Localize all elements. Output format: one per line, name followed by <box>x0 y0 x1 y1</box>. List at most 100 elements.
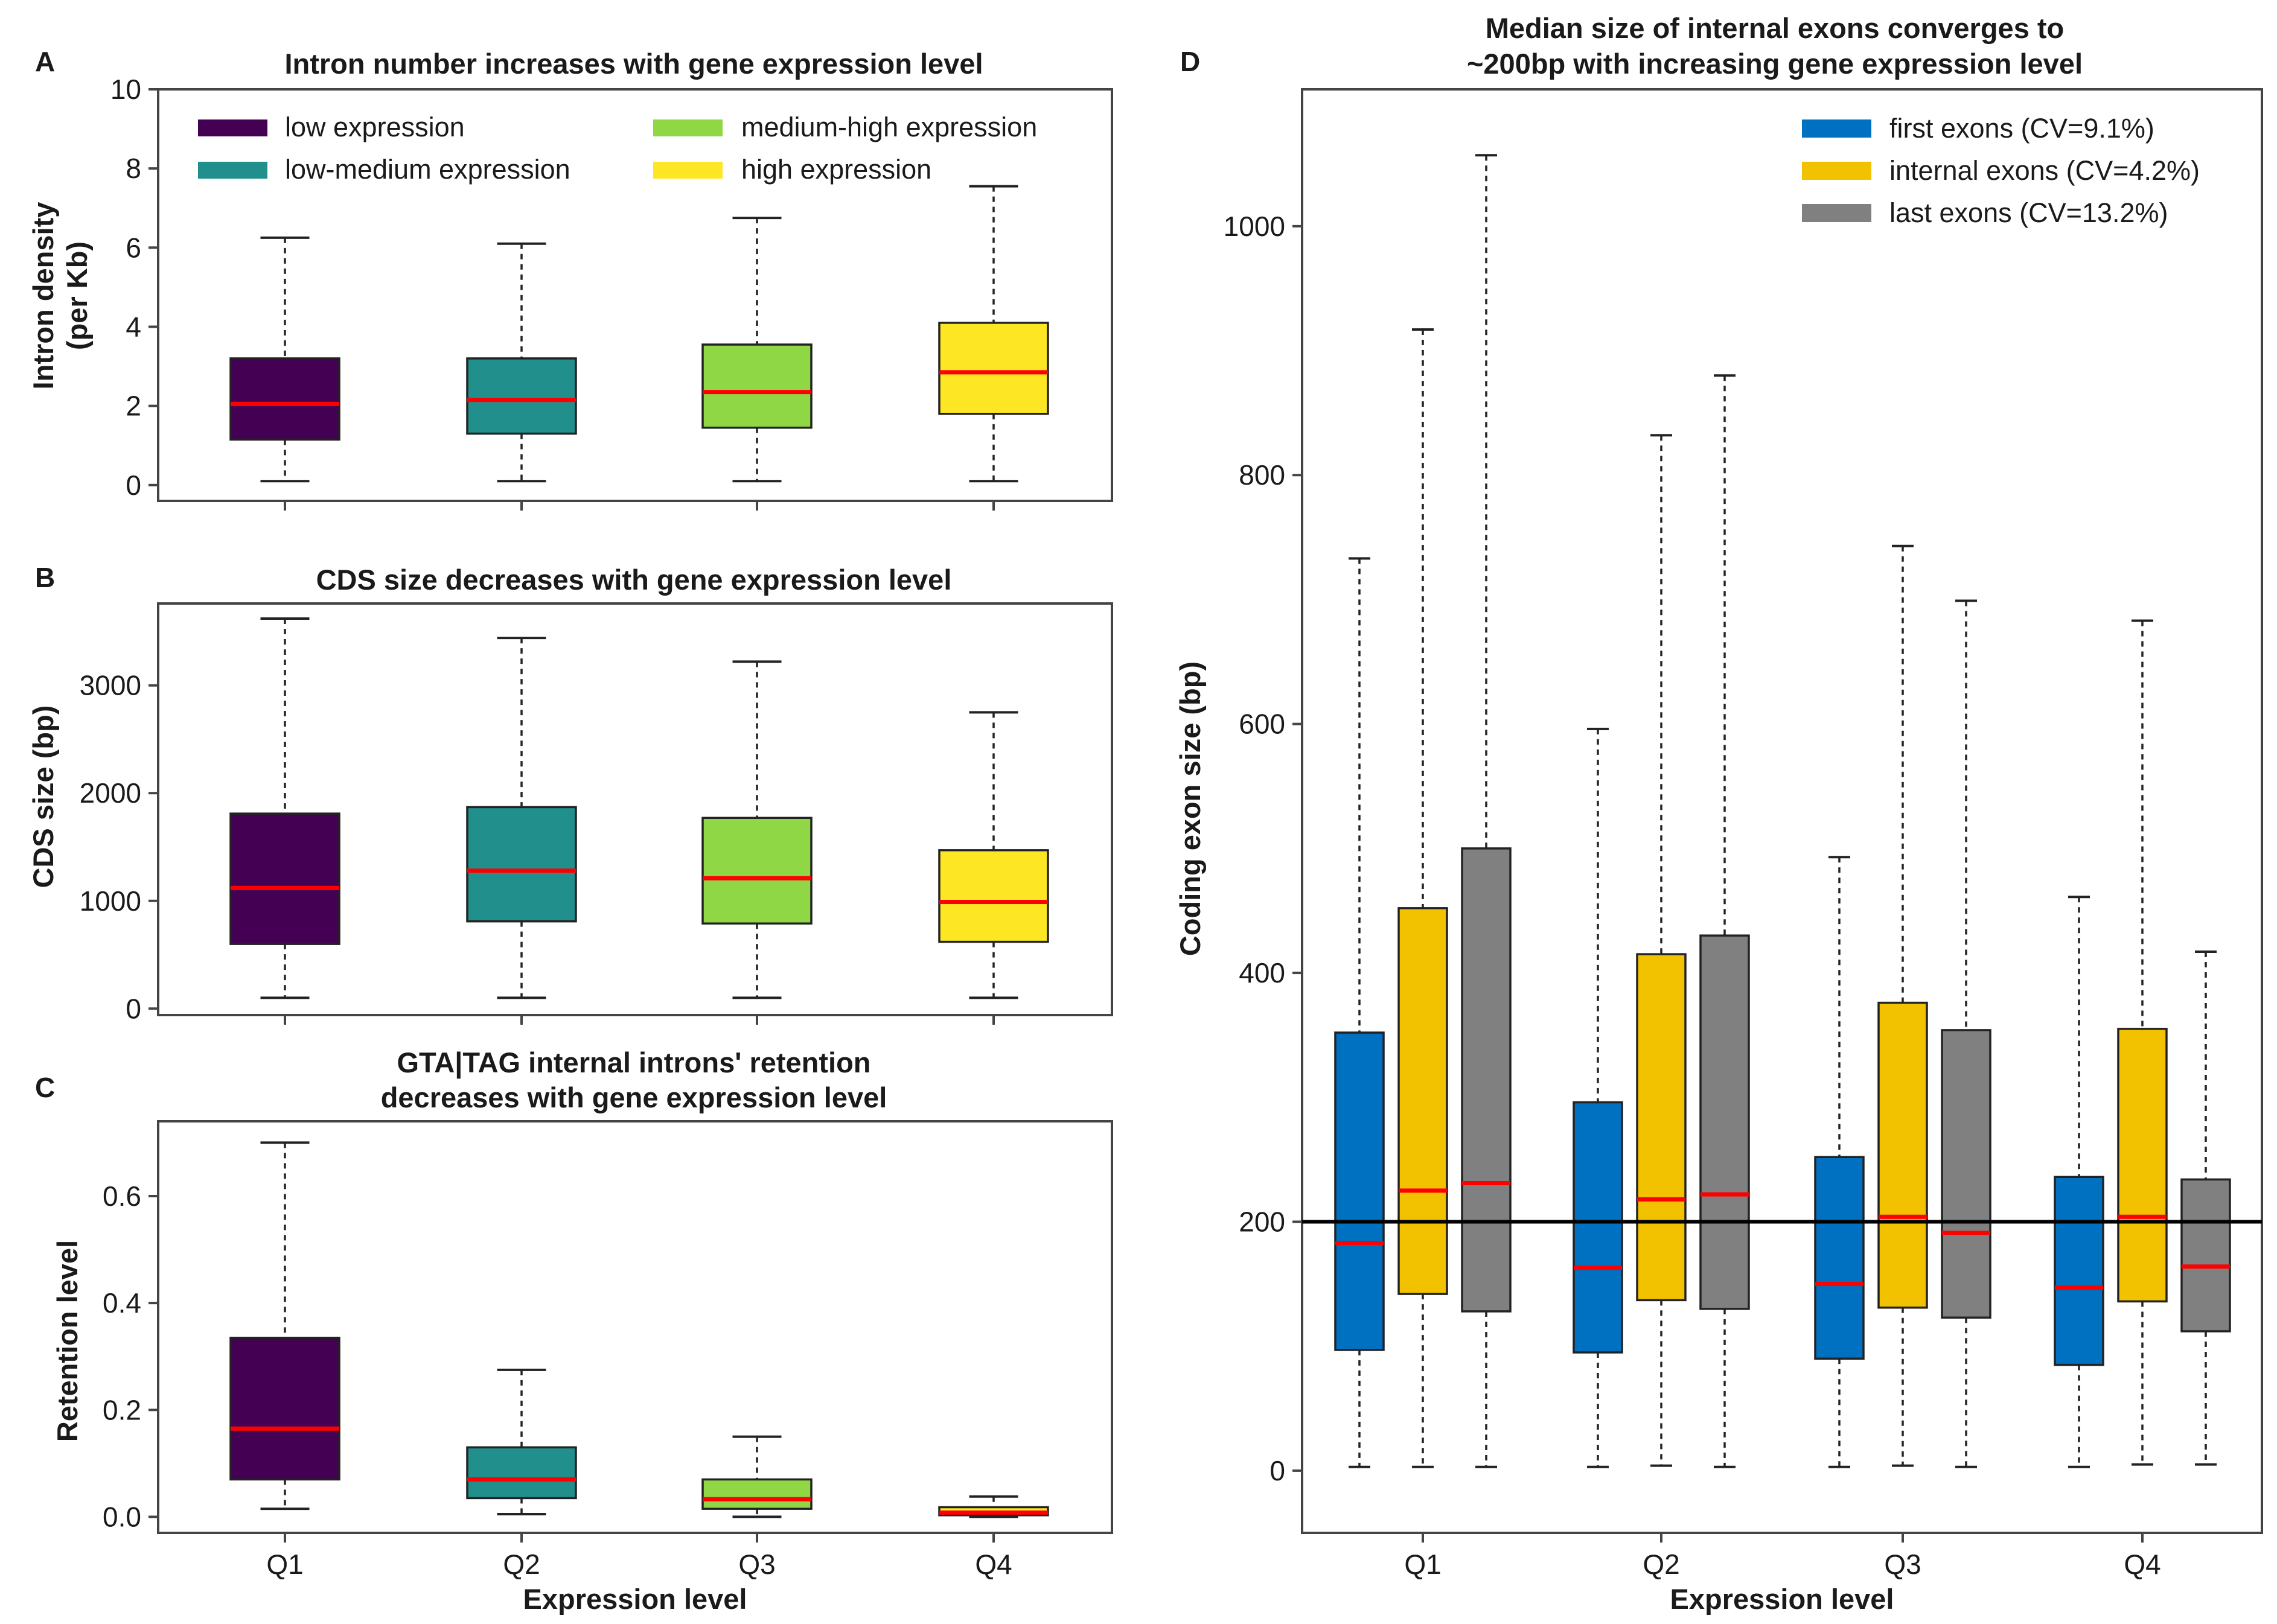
legend-swatch-last-exons <box>1802 204 1871 222</box>
panel-c: C GTA|TAG internal introns' retention de… <box>35 1046 1113 1615</box>
legend-label-low-medium: low-medium expression <box>285 154 570 185</box>
panel-b-ytick-label: 3000 <box>80 670 141 701</box>
panel-c-xtick-label: Q2 <box>503 1549 540 1580</box>
panel-c-ytick-label: 0.6 <box>103 1180 141 1212</box>
panel-d-title-line1: Median size of internal exons converges … <box>1486 12 2065 44</box>
panel-b-box-q4-iqr-box <box>938 849 1049 943</box>
panel-d-box-q1-last-exons-iqr-box <box>1461 847 1512 1313</box>
panel-c-boxes <box>229 1141 1049 1518</box>
panel-b-plot-frame <box>157 602 1113 1016</box>
panel-d-box-q2-internal-exons-iqr-box <box>1636 953 1687 1302</box>
panel-a-boxes <box>229 185 1049 483</box>
panel-c-xtick-label: Q1 <box>266 1549 303 1580</box>
panel-d-box-q3-first-exons-iqr-box <box>1814 1156 1865 1360</box>
panel-d-ytick-label: 0 <box>1269 1455 1285 1486</box>
panel-c-ytick-label: 0.0 <box>103 1501 141 1532</box>
panel-b-ylabel: CDS size (bp) <box>27 705 59 888</box>
panel-a-y-axis: 0 2 4 6 8 10 <box>110 74 158 501</box>
panel-d-box-q1-last-exons <box>1461 154 1512 1468</box>
panel-b-box-q4 <box>938 711 1049 999</box>
panel-d-letter: D <box>1180 46 1200 77</box>
panel-b-ytick-label: 0 <box>126 993 141 1024</box>
panel-d-ytick-label: 600 <box>1239 709 1285 740</box>
panel-b-ytick-label: 1000 <box>80 885 141 917</box>
panel-a-box-q2-iqr-box <box>466 357 577 435</box>
panel-c-x-ticks: Q1 Q2 Q3 Q4 <box>266 1533 1012 1580</box>
legend-item-first-exons: first exons (CV=9.1%) <box>1802 113 2154 144</box>
panel-c-box-q2 <box>466 1368 577 1515</box>
panel-c-xtick-label: Q3 <box>738 1549 775 1580</box>
panel-c-title-line2: decreases with gene expression level <box>381 1081 887 1113</box>
panel-a-box-q1-iqr-box <box>229 357 340 441</box>
panel-a: A Intron number increases with gene expr… <box>27 46 1113 511</box>
panel-b: B CDS size decreases with gene expressio… <box>27 562 1113 1025</box>
panel-d-box-q3-internal-exons-iqr-box <box>1877 1001 1928 1309</box>
legend-swatch-low-medium <box>198 162 267 179</box>
panel-d-xtick-label: Q4 <box>2124 1549 2160 1580</box>
panel-d-ytick-label: 1000 <box>1224 211 1285 242</box>
panel-b-box-q3-iqr-box <box>701 817 813 925</box>
legend-label-first-exons: first exons (CV=9.1%) <box>1889 113 2154 144</box>
panel-a-ytick-label: 6 <box>126 232 141 263</box>
panel-d-box-q3-first-exons <box>1814 856 1865 1468</box>
panel-d-box-q4-first-exons <box>2054 896 2104 1468</box>
panel-a-x-ticks <box>284 501 995 511</box>
panel-c-ytick-label: 0.2 <box>103 1394 141 1425</box>
panel-d-boxes <box>1302 154 2262 1468</box>
panel-a-plot-frame <box>157 88 1113 502</box>
legend-label-medium-high: medium-high expression <box>741 112 1037 142</box>
panel-d-box-q3-last-exons-iqr-box <box>1941 1029 1991 1319</box>
panel-a-box-q3 <box>701 217 813 483</box>
legend-item-high-expression: high expression <box>653 154 931 185</box>
panel-c-box-q2-iqr-box <box>466 1446 577 1500</box>
panel-a-ytick-label: 0 <box>126 470 141 501</box>
panel-c-box-q3 <box>701 1435 813 1518</box>
legend-label-internal-exons: internal exons (CV=4.2%) <box>1889 155 2200 186</box>
panel-d-box-q4-first-exons-iqr-box <box>2054 1176 2104 1366</box>
panel-a-box-q2 <box>466 242 577 483</box>
panel-d-box-q1-internal-exons <box>1397 328 1448 1468</box>
panel-a-ytick-label: 10 <box>110 74 141 105</box>
panel-d-plot-frame <box>1301 88 2263 1534</box>
panel-c-box-q4 <box>938 1495 1049 1518</box>
panel-d-box-q1-internal-exons-iqr-box <box>1397 907 1448 1295</box>
panel-d-legend: first exons (CV=9.1%) internal exons (CV… <box>1802 113 2200 228</box>
panel-d-box-q2-last-exons-iqr-box <box>1699 934 1750 1310</box>
panel-b-y-axis: 0 1000 2000 3000 <box>80 670 158 1024</box>
panel-a-legend: low expression low-medium expression med… <box>198 112 1037 185</box>
panel-a-letter: A <box>35 46 55 77</box>
legend-label-low: low expression <box>285 112 465 142</box>
panel-c-box-q3-iqr-box <box>701 1478 813 1510</box>
panel-d-box-q2-first-exons-iqr-box <box>1573 1101 1623 1354</box>
panel-b-box-q1-iqr-box <box>229 812 340 945</box>
panel-d-xlabel: Expression level <box>1670 1583 1894 1615</box>
panel-d-box-q2-first-exons <box>1573 727 1623 1468</box>
panel-a-box-q1 <box>229 236 340 483</box>
panel-a-box-q4 <box>938 185 1049 483</box>
legend-swatch-high <box>653 162 723 179</box>
panel-d-ytick-label: 400 <box>1239 957 1285 989</box>
legend-swatch-internal-exons <box>1802 162 1871 180</box>
panel-a-ytick-label: 8 <box>126 153 141 184</box>
panel-d-title-line2: ~200bp with increasing gene expression l… <box>1467 48 2083 80</box>
panel-c-xlabel: Expression level <box>523 1583 747 1615</box>
panel-b-box-q2 <box>466 637 577 999</box>
legend-swatch-first-exons <box>1802 119 1871 138</box>
panel-b-box-q2-iqr-box <box>466 806 577 923</box>
panel-c-ylabel: Retention level <box>51 1240 83 1442</box>
panel-b-letter: B <box>35 562 55 593</box>
panel-d-box-q4-last-exons-iqr-box <box>2180 1178 2231 1333</box>
panel-d-x-ticks: Q1 Q2 Q3 Q4 <box>1404 1533 2161 1580</box>
panel-a-title: Intron number increases with gene expres… <box>284 48 983 80</box>
panel-d-box-q3-last-exons <box>1941 599 1991 1468</box>
panel-b-boxes <box>229 617 1049 999</box>
legend-swatch-medium-high <box>653 119 723 136</box>
panel-b-box-q1 <box>229 617 340 999</box>
panel-d-box-q2-internal-exons <box>1636 434 1687 1467</box>
panel-d-box-q2-last-exons <box>1699 374 1750 1468</box>
panel-a-ytick-label: 2 <box>126 390 141 422</box>
panel-c-plot-frame <box>157 1120 1113 1534</box>
legend-label-high: high expression <box>741 154 931 185</box>
panel-a-box-q3-iqr-box <box>701 343 813 429</box>
